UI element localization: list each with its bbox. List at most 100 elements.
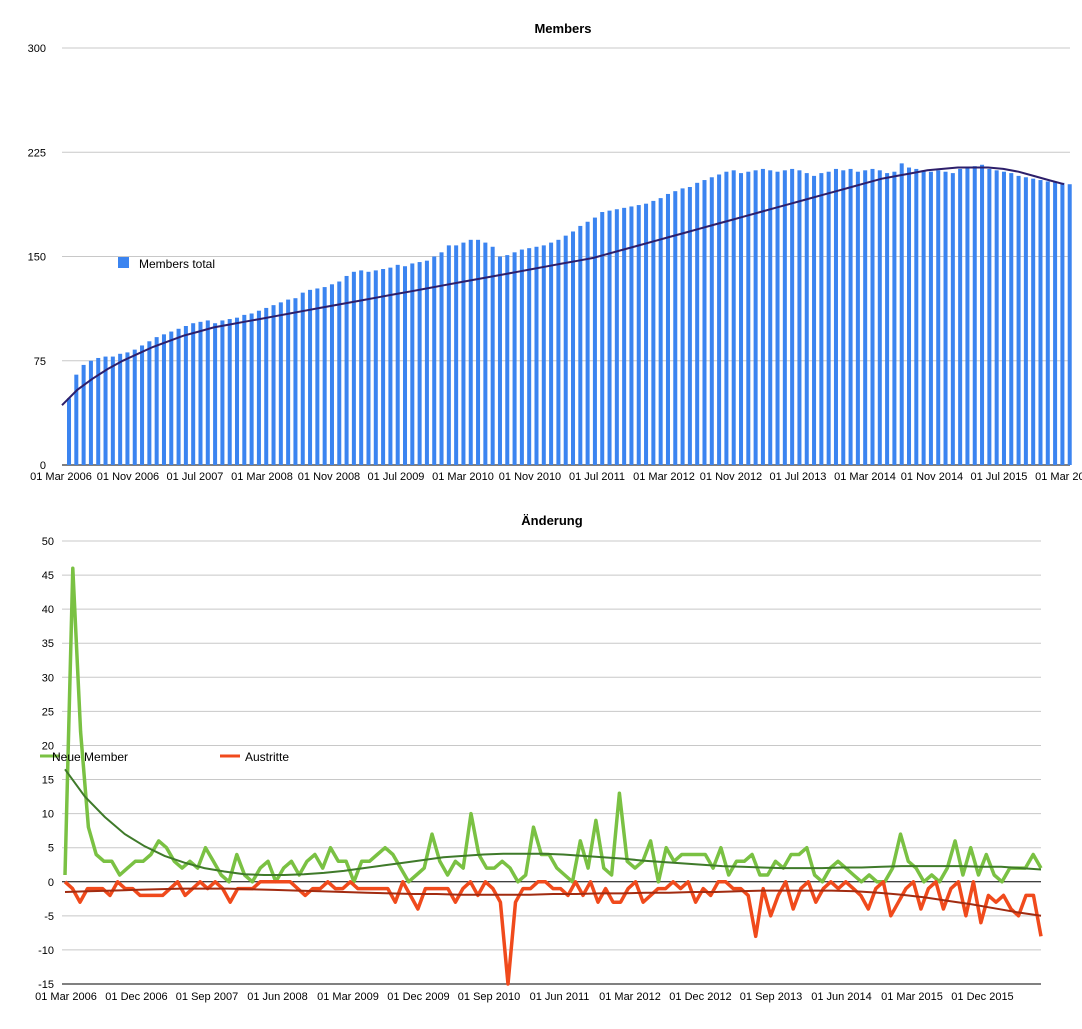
bar — [578, 225, 583, 465]
bar — [790, 168, 795, 465]
x-tick-label: 01 Mar 2016 — [1035, 471, 1082, 483]
bar — [571, 231, 576, 465]
bar — [271, 305, 276, 465]
bar — [928, 171, 933, 465]
bar — [351, 271, 356, 465]
y-tick-label: 20 — [42, 740, 54, 752]
y-tick-label: -15 — [38, 979, 54, 991]
bar — [833, 168, 838, 465]
bar — [344, 275, 349, 465]
x-tick-label: 01 Nov 2014 — [901, 471, 963, 483]
bar — [88, 360, 93, 465]
bar — [731, 170, 736, 465]
bar — [855, 171, 860, 465]
bar — [527, 248, 532, 465]
bar — [381, 269, 386, 465]
y-tick-label: -5 — [44, 911, 54, 923]
bar — [797, 170, 802, 465]
bar — [899, 163, 904, 465]
bar — [534, 246, 539, 465]
bar — [702, 180, 707, 466]
y-tick-label: 150 — [28, 252, 46, 264]
series-line-neue-member — [63, 566, 1043, 884]
bar — [782, 170, 787, 465]
bar — [826, 171, 831, 465]
bar — [775, 171, 780, 465]
bar — [315, 288, 320, 465]
bar — [804, 173, 809, 465]
bar — [1016, 175, 1021, 465]
y-tick-label: 0 — [48, 877, 54, 889]
x-tick-label: 01 Jul 2011 — [569, 471, 625, 483]
y-tick-label: 25 — [42, 706, 54, 718]
x-tick-label: 01 Jun 2011 — [530, 991, 590, 1003]
bar — [118, 353, 123, 465]
y-tick-label: 10 — [42, 809, 54, 821]
legend-swatch-members-total — [118, 257, 129, 268]
bar — [673, 191, 678, 466]
bar — [585, 221, 590, 465]
x-tick-label: 01 Dec 2015 — [951, 991, 1013, 1003]
x-tick-label: 01 Nov 2006 — [97, 471, 159, 483]
x-tick-label: 01 Mar 2006 — [35, 991, 97, 1003]
x-tick-label: 01 Mar 2006 — [30, 471, 92, 483]
x-tick-label: 01 Mar 2008 — [231, 471, 293, 483]
bar — [1045, 181, 1050, 465]
y-tick-label: 50 — [42, 536, 54, 548]
bar — [81, 364, 86, 465]
y-tick-label: 225 — [28, 147, 46, 159]
bar — [841, 170, 846, 465]
bar — [1009, 173, 1014, 465]
bar — [607, 210, 612, 465]
y-tick-label: 40 — [42, 604, 54, 616]
bar — [446, 245, 451, 465]
bar — [476, 239, 481, 465]
bar — [125, 352, 130, 465]
x-tick-label: 01 Jun 2014 — [811, 991, 872, 1003]
x-tick-label: 01 Sep 2010 — [458, 991, 520, 1003]
bar — [812, 175, 817, 465]
bar — [169, 331, 174, 465]
bar — [490, 246, 495, 465]
bar — [198, 321, 203, 465]
x-tick-label: 01 Jul 2009 — [368, 471, 425, 483]
bar — [1031, 178, 1036, 465]
y-tick-label: 300 — [28, 43, 46, 55]
x-tick-label: 01 Sep 2013 — [740, 991, 802, 1003]
bar — [600, 212, 605, 465]
y-tick-label: 35 — [42, 638, 54, 650]
bar — [300, 292, 305, 465]
x-tick-label: 01 Nov 2008 — [298, 471, 360, 483]
bar — [366, 271, 371, 465]
bar — [892, 171, 897, 465]
x-tick-label: 01 Jun 2008 — [247, 991, 308, 1003]
bar — [885, 173, 890, 465]
bar — [1053, 181, 1058, 465]
bar — [278, 302, 283, 465]
bar — [907, 167, 912, 466]
bar — [739, 173, 744, 465]
bar — [373, 270, 378, 465]
bar — [191, 323, 196, 465]
x-tick-label: 01 Nov 2012 — [700, 471, 762, 483]
x-tick-label: 01 Mar 2010 — [432, 471, 494, 483]
bar — [848, 168, 853, 465]
bar — [746, 171, 751, 465]
bar — [388, 267, 393, 465]
bar — [483, 242, 488, 465]
members-trend-line — [61, 166, 1065, 406]
bar — [512, 252, 517, 465]
bar — [644, 203, 649, 465]
y-tick-label: 75 — [34, 356, 46, 368]
bar — [965, 167, 970, 466]
x-tick-label: 01 Dec 2006 — [105, 991, 167, 1003]
bar — [205, 320, 210, 465]
bar — [549, 242, 554, 465]
bar — [103, 356, 108, 465]
x-tick-label: 01 Dec 2009 — [387, 991, 449, 1003]
bar — [220, 320, 225, 465]
bar — [760, 168, 765, 465]
bar — [337, 281, 342, 465]
bar — [724, 171, 729, 465]
